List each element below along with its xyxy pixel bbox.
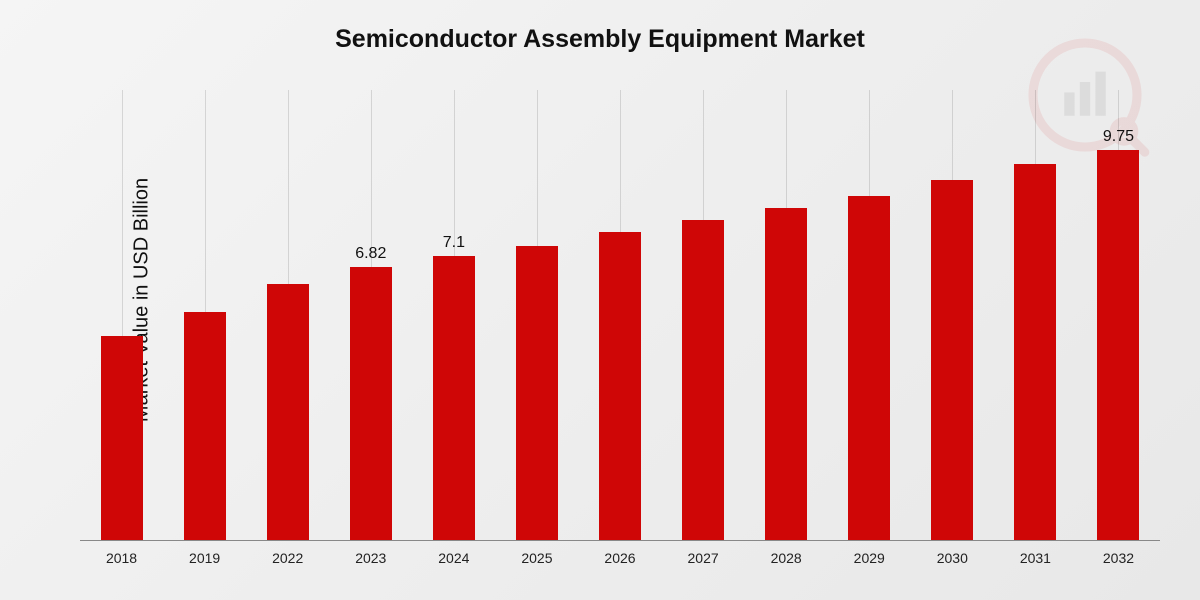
x-tick-label: 2024 (412, 550, 495, 566)
bar-slot (994, 100, 1077, 540)
bar-slot (578, 100, 661, 540)
bars-container: 6.82 7.1 9.75 (80, 100, 1160, 540)
x-tick-label: 2028 (745, 550, 828, 566)
bar (599, 232, 641, 540)
bar-slot (662, 100, 745, 540)
bar (516, 246, 558, 540)
bar-slot: 7.1 (412, 100, 495, 540)
bar-slot: 6.82 (329, 100, 412, 540)
x-tick-label: 2022 (246, 550, 329, 566)
bar: 7.1 (433, 256, 475, 540)
bar (101, 336, 143, 540)
x-tick-label: 2023 (329, 550, 412, 566)
x-axis-line (80, 540, 1160, 541)
bar (848, 196, 890, 540)
x-tick-label: 2019 (163, 550, 246, 566)
bar-slot: 9.75 (1077, 100, 1160, 540)
x-tick-label: 2025 (495, 550, 578, 566)
bar-value-label: 6.82 (355, 245, 386, 263)
x-tick-label: 2030 (911, 550, 994, 566)
bar (765, 208, 807, 540)
bar-value-label: 9.75 (1103, 128, 1134, 146)
bar-value-label: 7.1 (443, 234, 465, 252)
bar (931, 180, 973, 540)
x-tick-label: 2032 (1077, 550, 1160, 566)
bar (267, 284, 309, 540)
x-tick-label: 2027 (662, 550, 745, 566)
bar-slot (828, 100, 911, 540)
bar-slot (745, 100, 828, 540)
bar (1014, 164, 1056, 540)
bar-slot (163, 100, 246, 540)
x-axis-labels: 2018201920222023202420252026202720282029… (80, 550, 1160, 566)
x-tick-label: 2031 (994, 550, 1077, 566)
bar (184, 312, 226, 540)
bar-slot (911, 100, 994, 540)
x-tick-label: 2026 (578, 550, 661, 566)
chart-title: Semiconductor Assembly Equipment Market (0, 25, 1200, 54)
bar-slot (495, 100, 578, 540)
bar (682, 220, 724, 540)
bar-slot (80, 100, 163, 540)
x-tick-label: 2029 (828, 550, 911, 566)
bar: 9.75 (1097, 150, 1139, 540)
bar-slot (246, 100, 329, 540)
x-tick-label: 2018 (80, 550, 163, 566)
bar: 6.82 (350, 267, 392, 540)
plot-area: 6.82 7.1 9.75 (80, 100, 1160, 540)
